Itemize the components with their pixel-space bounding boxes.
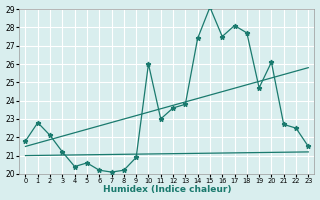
- X-axis label: Humidex (Indice chaleur): Humidex (Indice chaleur): [103, 185, 231, 194]
